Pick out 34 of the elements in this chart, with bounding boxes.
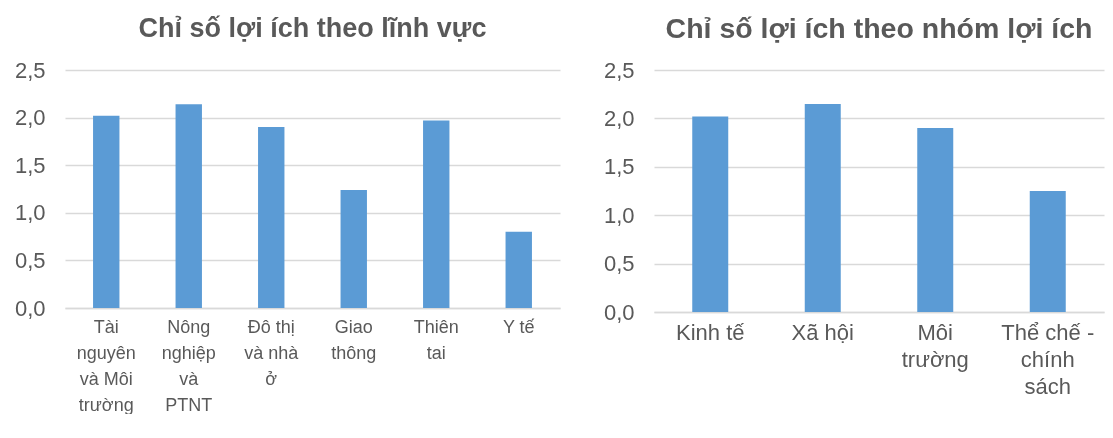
- y-tick-label: 2,0: [14, 105, 46, 131]
- x-tick-label: Đô thị và nhà ở: [244, 316, 300, 389]
- y-tick-label: 2,5: [14, 57, 46, 83]
- y-tick-label: 1,0: [603, 202, 635, 228]
- chart-title: Chỉ số lợi ích theo lĩnh vực: [138, 13, 487, 43]
- bar: [505, 231, 532, 308]
- bar: [692, 116, 729, 312]
- x-tick-label: Y tế: [502, 316, 535, 337]
- bar: [917, 128, 954, 312]
- bar: [258, 127, 285, 308]
- x-tick-label: Tài nguyên và Môi trường: [76, 316, 136, 415]
- y-tick-label: 1,5: [603, 154, 635, 180]
- y-tick-label: 1,5: [14, 152, 46, 178]
- bar: [423, 120, 450, 308]
- y-tick-label: 0,0: [603, 299, 635, 325]
- x-tick-label: Thể chế - chính sách: [1001, 319, 1095, 399]
- chart-title: Chỉ số lợi ích theo nhóm lợi ích: [665, 11, 1093, 44]
- y-tick-label: 0,5: [14, 247, 46, 273]
- y-tick-label: 0,5: [603, 251, 635, 277]
- y-tick-label: 0,0: [14, 295, 46, 321]
- y-tick-label: 2,5: [603, 57, 635, 83]
- x-tick-label: Xã hội: [791, 319, 854, 345]
- bar: [1029, 191, 1066, 312]
- x-tick-label: Thiên tai: [413, 316, 459, 363]
- y-tick-label: 2,0: [603, 105, 635, 131]
- bar: [175, 104, 202, 308]
- bar: [340, 189, 367, 308]
- x-tick-label: Nông nghiệp và PTNT: [161, 316, 216, 415]
- x-tick-label: Môi trường: [901, 319, 969, 372]
- x-tick-label: Giao thông: [331, 316, 377, 363]
- x-tick-label: Kinh tế: [676, 319, 745, 345]
- bar: [93, 115, 120, 308]
- bar: [804, 103, 841, 312]
- y-tick-label: 1,0: [14, 200, 46, 226]
